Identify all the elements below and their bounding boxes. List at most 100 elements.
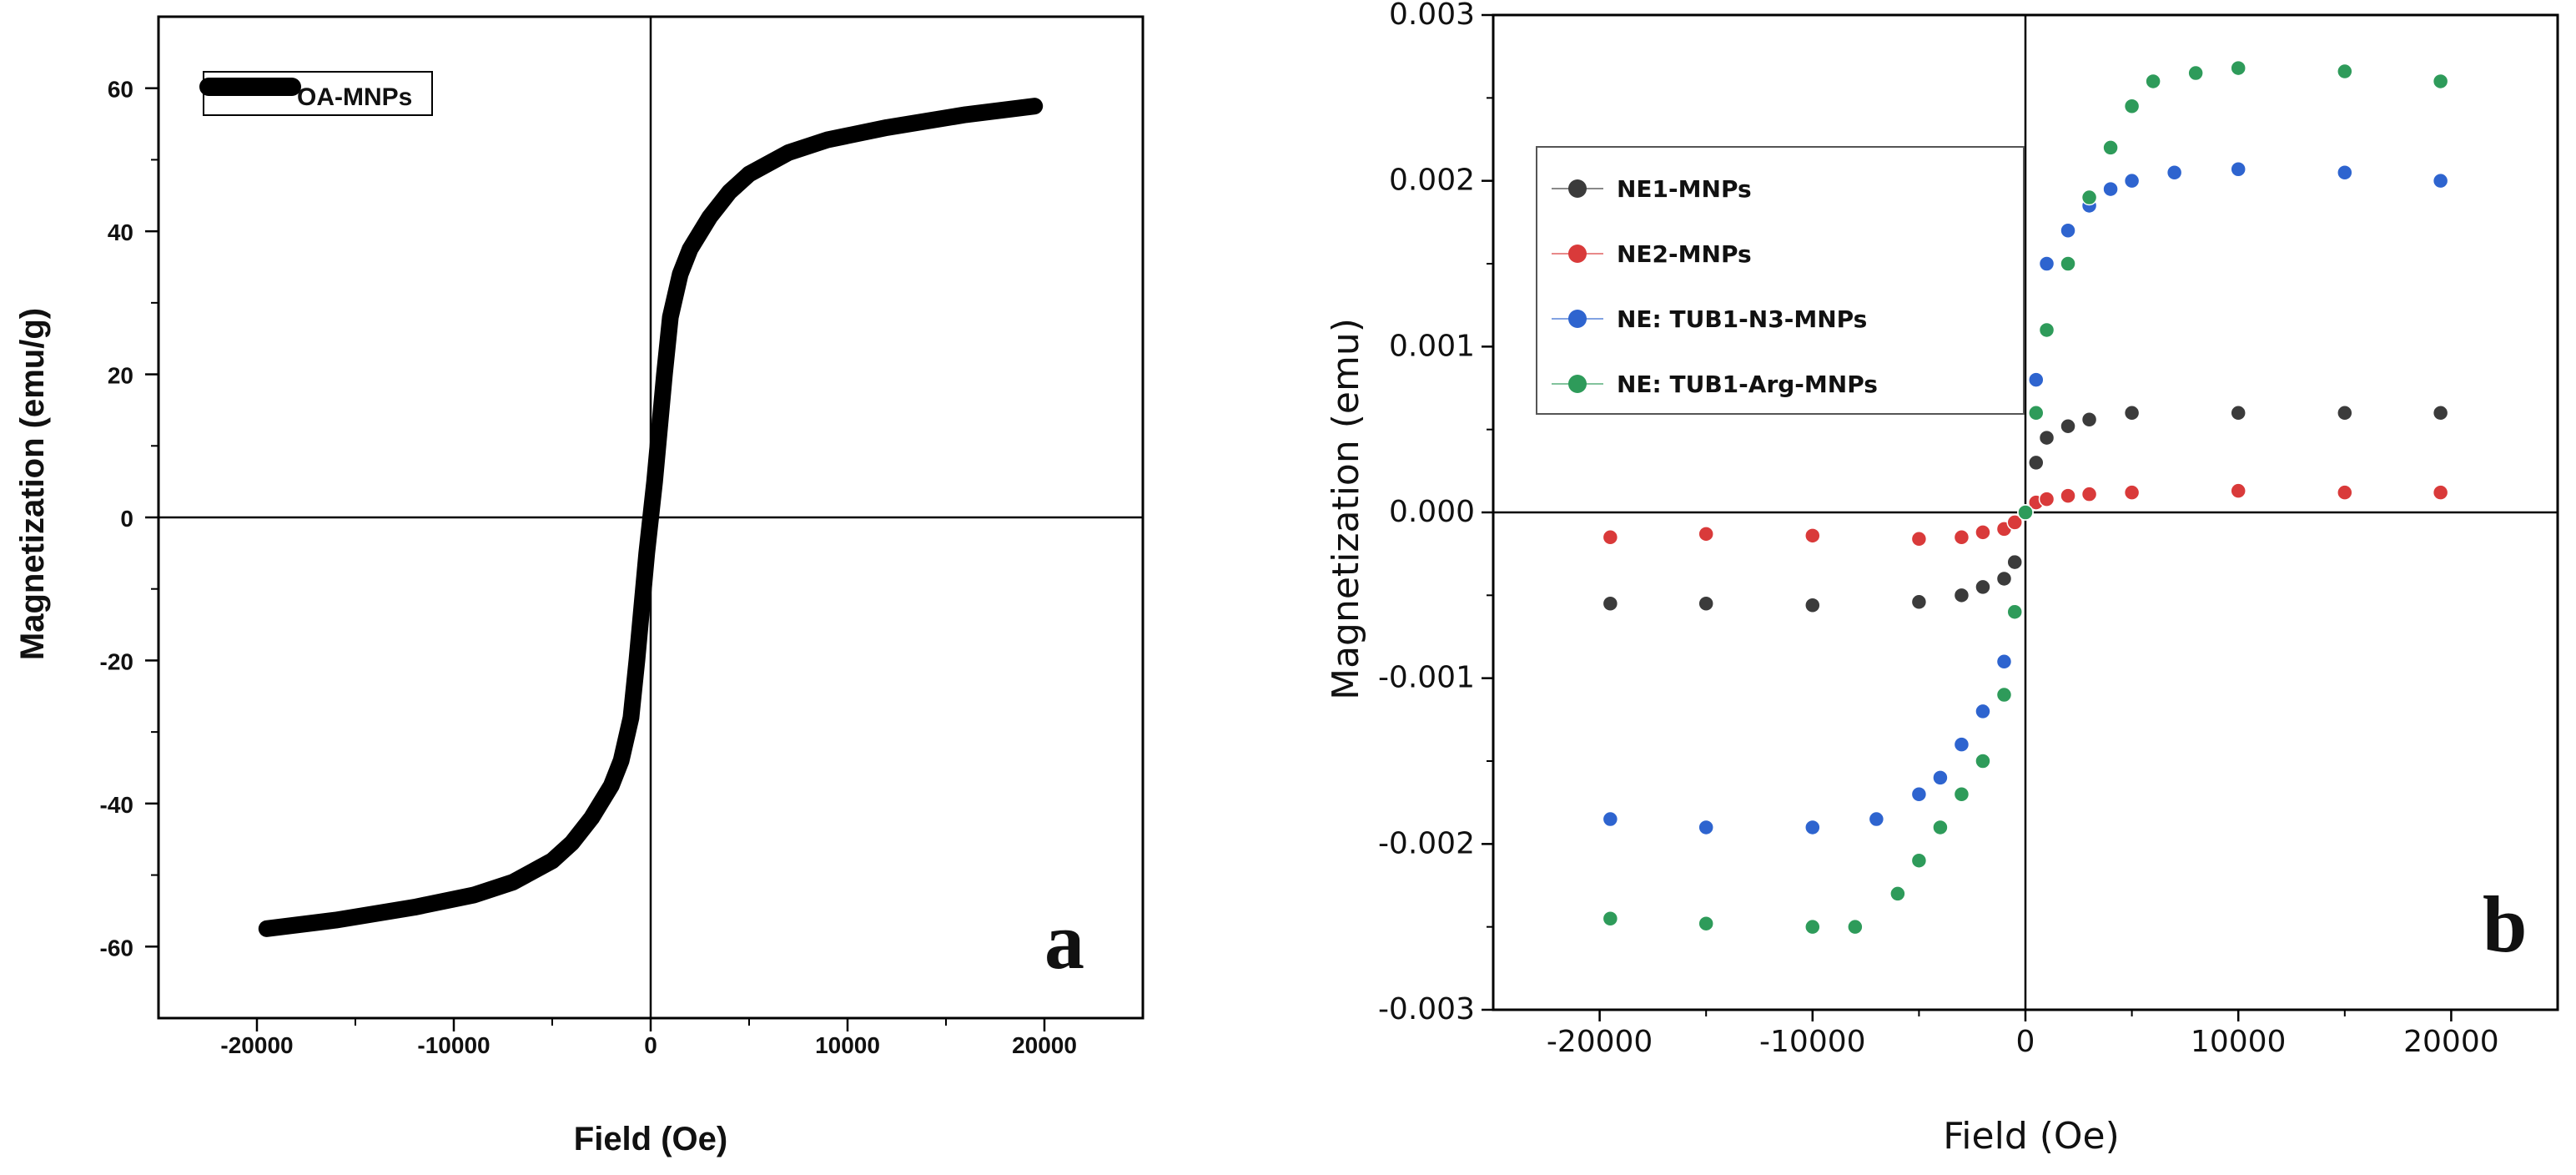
point-ne-tub1-n3-mnps (2230, 161, 2246, 178)
legend-b: NE1-MNPs NE2-MNPs NE: TUB1-N3-MNPs NE: TUB1… (1536, 146, 2025, 415)
point-ne-tub1-n3-mnps (1698, 819, 1714, 836)
panel-b: -20000 -10000 0 10000 20000 -0.003-0.002-0.0… (1325, 0, 2559, 1157)
legend-a: OA-MNPs (199, 71, 433, 116)
point-ne-tub1-n3-mnps (1910, 785, 1928, 803)
y-tick-label-b: 0.002 (1389, 164, 1475, 198)
point-ne-tub1-arg-mnps (2432, 73, 2449, 90)
point-ne2-mnps (2432, 484, 2449, 501)
point-ne2-mnps (2230, 482, 2246, 499)
x-tick-label-b: -20000 (1547, 1025, 1653, 1059)
y-tick-label-b: -0.002 (1378, 826, 1475, 860)
series-a (258, 98, 1044, 937)
point-ne-tub1-arg-mnps (2337, 63, 2353, 80)
x-tick-label-a: -20000 (220, 1032, 293, 1058)
legend-label-ne1-mnps: NE1-MNPs (1617, 175, 1752, 203)
point-ne2-mnps (1602, 529, 1619, 546)
point-ne-tub1-arg-mnps (1804, 918, 1821, 935)
point-ne2-mnps (1698, 526, 1714, 542)
point-ne-tub1-n3-mnps (2123, 172, 2141, 189)
panel-a: -20000 -10000 0 10000 20000 -60 -40 -20 0 20 40 60… (14, 15, 1145, 1157)
y-tick-labels-b: -0.003 -0.002 -0.001 0.000 0.001 0.002 0.003 (1378, 0, 1475, 1026)
point-ne-tub1-arg-mnps (2017, 504, 2034, 521)
y-tick-label-b: 0.000 (1389, 495, 1475, 529)
point-ne-tub1-arg-mnps (2060, 255, 2076, 272)
point-ne2-mnps (2060, 487, 2076, 504)
x-tick-label-b: -10000 (1759, 1025, 1866, 1059)
y-tick-labels-a: -60 -40 -20 0 20 40 60 (100, 77, 133, 961)
point-ne-tub1-n3-mnps (2432, 172, 2449, 189)
point-ne-tub1-n3-mnps (2102, 180, 2119, 198)
point-ne-tub1-n3-mnps (1975, 703, 1991, 720)
point-ne1-mnps (1804, 597, 1821, 614)
point-ne-tub1-arg-mnps (2080, 189, 2098, 206)
y-tick-label-a: -40 (100, 792, 133, 818)
point-ne1-mnps (1602, 595, 1619, 613)
x-tick-label-a: 0 (644, 1032, 657, 1058)
legend-label-ne-tub1-arg-mnps: NE: TUB1-Arg-MNPs (1617, 371, 1878, 398)
legend-marker-ne1-mnps (1568, 179, 1587, 198)
panel-letter-b: b (2483, 880, 2527, 969)
point-ne1-mnps (2006, 553, 2023, 571)
y-tick-label-a: -60 (100, 935, 133, 961)
legend-label-ne-tub1-n3-mnps: NE: TUB1-N3-MNPs (1617, 305, 1867, 333)
point-ne1-mnps (1995, 570, 2013, 588)
point-ne-tub1-arg-mnps (2145, 73, 2161, 90)
point-ne-tub1-arg-mnps (1995, 686, 2013, 703)
point-ne-tub1-n3-mnps (2337, 164, 2353, 181)
legend-marker-ne2-mnps (1568, 245, 1587, 263)
y-axis-label-b: Magnetization (emu) (1325, 318, 1367, 700)
point-ne2-mnps (2337, 484, 2353, 501)
point-ne-tub1-arg-mnps (1889, 885, 1906, 902)
point-ne-tub1-n3-mnps (2060, 222, 2076, 240)
legend-box-b (1536, 146, 2025, 415)
point-ne-tub1-arg-mnps (2006, 603, 2023, 620)
x-tick-labels-b: -20000 -10000 0 10000 20000 (1547, 1025, 2499, 1059)
point-ne1-mnps (2028, 454, 2045, 472)
point-ne2-mnps (2123, 484, 2141, 501)
x-axis-label-a: Field (Oe) (574, 1121, 727, 1157)
point-ne-tub1-arg-mnps (1910, 852, 1928, 869)
point-ne-tub1-n3-mnps (2028, 371, 2045, 388)
legend-label-ne2-mnps: NE2-MNPs (1617, 240, 1752, 268)
point-ne2-mnps (1804, 527, 1821, 544)
legend-label-oa-mnps: OA-MNPs (297, 83, 412, 111)
point-ne-tub1-arg-mnps (2028, 405, 2045, 421)
point-ne-tub1-n3-mnps (1995, 653, 2013, 670)
y-axis-label-a: Magnetization (emu/g) (14, 308, 51, 660)
point-ne-tub1-arg-mnps (1975, 753, 1991, 769)
x-tick-labels-a: -20000 -10000 0 10000 20000 (220, 1032, 1077, 1058)
point-ne2-mnps (1975, 524, 1991, 541)
point-ne1-mnps (2432, 405, 2449, 421)
x-tick-label-b: 20000 (2403, 1025, 2499, 1059)
tick-marks-b (1482, 13, 2453, 1021)
point-ne1-mnps (2337, 405, 2353, 421)
point-ne1-mnps (1953, 587, 1970, 604)
point-ne-tub1-arg-mnps (2038, 321, 2055, 339)
point-ne-tub1-arg-mnps (1932, 819, 1949, 836)
x-tick-label-a: -10000 (417, 1032, 490, 1058)
legend-marker-ne-tub1-arg-mnps (1568, 375, 1587, 393)
x-axis-label-b: Field (Oe) (1943, 1115, 2120, 1157)
point-ne-tub1-arg-mnps (1602, 910, 1619, 927)
point-ne2-mnps (2006, 514, 2023, 531)
point-ne1-mnps (2060, 417, 2076, 435)
panel-letter-a: a (1044, 896, 1084, 986)
point-ne1-mnps (1975, 578, 1991, 596)
point-ne2-mnps (1910, 531, 1928, 547)
y-tick-label-b: 0.003 (1389, 0, 1475, 32)
y-tick-label-a: 60 (108, 77, 133, 103)
tick-marks-a (145, 87, 1046, 1031)
y-tick-label-a: 40 (108, 219, 133, 245)
point-ne-tub1-arg-mnps (1698, 915, 1714, 932)
point-ne2-mnps (2038, 491, 2055, 507)
point-ne-tub1-n3-mnps (2038, 255, 2055, 272)
point-ne-tub1-n3-mnps (1804, 819, 1821, 836)
x-tick-label-a: 10000 (815, 1032, 880, 1058)
point-ne1-mnps (2080, 411, 2098, 428)
point-ne-tub1-arg-mnps (2123, 98, 2141, 115)
point-ne-tub1-n3-mnps (2166, 164, 2183, 181)
x-tick-label-b: 10000 (2191, 1025, 2287, 1059)
point-ne-tub1-n3-mnps (1868, 810, 1885, 828)
x-tick-label-a: 20000 (1012, 1032, 1077, 1058)
